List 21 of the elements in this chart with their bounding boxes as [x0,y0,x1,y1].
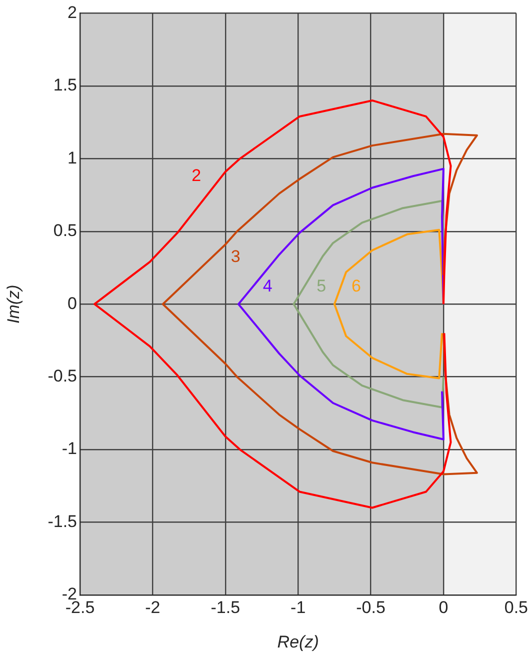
x-axis-title: Re(z) [277,632,319,652]
y-tick-label: -1.5 [48,512,77,531]
x-tick-label: -2 [145,598,160,617]
y-tick-label: -0.5 [48,366,77,386]
series-label: 6 [352,276,361,296]
x-tick-label: -1.5 [210,598,240,617]
series-label: 2 [192,166,202,185]
y-tick-label: 0 [68,294,77,313]
y-axis-title: Im(z) [4,284,23,324]
series-label: 5 [316,276,326,296]
y-tick-label: 0.5 [53,221,77,240]
x-tick-label: 0 [438,598,448,617]
y-tick-label: 1.5 [53,76,77,95]
y-tick-label: 2 [68,2,77,22]
x-tick-label: -1 [290,598,306,617]
y-tick-label: 1 [68,148,77,168]
x-tick-label: -0.5 [356,598,386,617]
series-label: 4 [262,276,272,296]
y-tick-label: -1 [62,439,77,458]
x-tick-label: 0.5 [504,598,528,617]
series-label: 3 [230,247,240,266]
